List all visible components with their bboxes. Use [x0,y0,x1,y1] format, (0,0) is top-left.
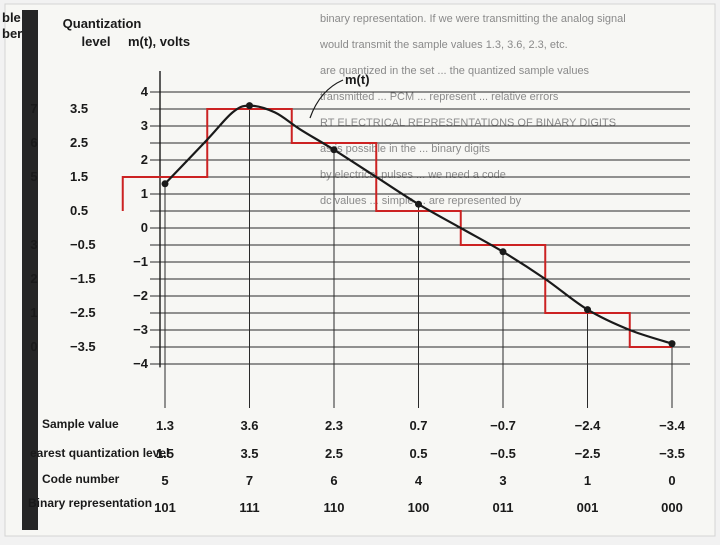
quantized-value-label: −0.5 [490,446,516,461]
sample-point [246,102,253,110]
sample-point [330,146,338,154]
background-text-line: transmitted ... PCM ... represent ... re… [320,91,559,103]
code-number-label: 4 [415,473,423,488]
level-label: −0.5 [70,237,96,252]
sample-value-label: −0.7 [490,418,516,433]
volt-tick-label: −1 [133,254,148,269]
quantized-value-label: 0.5 [409,446,427,461]
level-label: −2.5 [70,305,96,320]
background-text-line: RT ELECTRICAL REPRESENTATIONS OF BINARY … [320,117,616,129]
background-text-line: as is possible in the ... binary digits [320,143,490,155]
staircase-path [121,108,672,348]
sample-drop-lines [164,105,673,408]
code-number-label: 1 [584,473,591,488]
binary-label: 000 [661,500,683,515]
code-tick-label: 6 [30,135,37,150]
sample-value-label: −3.4 [659,418,685,433]
level-label: 3.5 [70,101,88,116]
row-label-code-number: Code number [42,472,120,486]
code-tick-label: 0 [30,339,37,354]
background-text-line: by electrical pulses ... we need a code [320,169,506,181]
sample-point [668,340,676,348]
binding-shadow [22,10,38,530]
col1-header-bottom: ber [2,26,22,41]
sample-value-label: 1.3 [156,418,174,433]
code-ticks: 7 6 5 3 2 1 0 [30,101,37,354]
code-tick-label: 5 [30,169,37,184]
volt-tick-label: 2 [141,152,148,167]
quantized-value-label: 1.5 [156,446,174,461]
level-label: 1.5 [70,169,88,184]
volt-tick-label: −3 [133,322,148,337]
quantized-value-label: −2.5 [575,446,601,461]
sample-point [415,200,422,208]
sample-value-label: −2.4 [575,418,601,433]
col1-header-top: ble [2,10,21,25]
quantized-value-label: 3.5 [240,446,258,461]
row-label-nearest-level: earest quantization level [30,446,169,460]
row-sample-values: 1.3 3.6 2.3 0.7 −0.7 −2.4 −3.4 [156,418,686,433]
signal-curve [164,104,673,345]
sample-value-label: 2.3 [325,418,343,433]
level-label: 0.5 [70,203,88,218]
row-quantized-values: 1.5 3.5 2.5 0.5 −0.5 −2.5 −3.5 [156,446,685,461]
sample-point [161,180,169,188]
quantized-staircase [121,108,672,348]
row-label-binary: Binary representation [28,496,152,510]
code-number-label: 5 [161,473,168,488]
page-scan [4,3,716,537]
curve-label: m(t) [345,72,370,87]
sample-value-label: 3.6 [240,418,258,433]
binary-label: 111 [239,500,259,515]
level-labels: 3.5 2.5 1.5 0.5 −0.5 −1.5 −2.5 −3.5 [70,101,96,354]
volt-ticks: 4 3 2 1 0 −1 −2 −3 −4 [133,84,149,371]
code-tick-label: 2 [30,271,37,286]
code-number-label: 3 [499,473,506,488]
level-label: −3.5 [70,339,96,354]
row-code-numbers: 5 7 6 4 3 1 0 [161,473,675,488]
binary-label: 100 [408,500,430,515]
sample-points [161,102,676,348]
row-label-sample-value: Sample value [42,417,119,431]
binary-label: 110 [324,500,345,515]
quantization-header-line1: Quantization [63,16,142,31]
binary-label: 011 [493,500,514,515]
volt-tick-label: 4 [141,84,149,99]
code-number-label: 6 [330,473,337,488]
curve-label-leader [309,79,344,119]
code-tick-label: 3 [30,237,37,252]
level-label: 2.5 [70,135,88,150]
code-number-label: 7 [246,473,253,488]
sample-point [499,248,507,256]
row-binary-values: 101 111 110 100 011 001 000 [154,500,683,515]
code-number-label: 0 [668,473,675,488]
volt-tick-label: −2 [133,288,148,303]
volt-tick-label: 1 [141,186,148,201]
level-label: −1.5 [70,271,96,286]
binary-label: 101 [154,500,176,515]
background-text-line: are quantized in the set ... the quantiz… [320,65,590,77]
background-text-line: dc values ... simple ... are represented… [320,195,522,207]
sample-point [584,306,591,314]
volt-tick-label: 0 [141,220,148,235]
code-tick-label: 1 [30,305,37,320]
volts-header: m(t), volts [128,34,190,49]
background-text-line: would transmit the sample values 1.3, 3.… [319,39,568,51]
code-tick-label: 7 [30,101,37,116]
quantization-header-line2: level [82,34,111,49]
sample-value-label: 0.7 [409,418,427,433]
quantized-value-label: 2.5 [325,446,343,461]
background-text-line: binary representation. If we were transm… [320,13,626,25]
quantized-value-label: −3.5 [659,446,685,461]
binary-label: 001 [577,500,599,515]
volt-tick-label: −4 [133,356,149,371]
volt-tick-label: 3 [141,118,148,133]
